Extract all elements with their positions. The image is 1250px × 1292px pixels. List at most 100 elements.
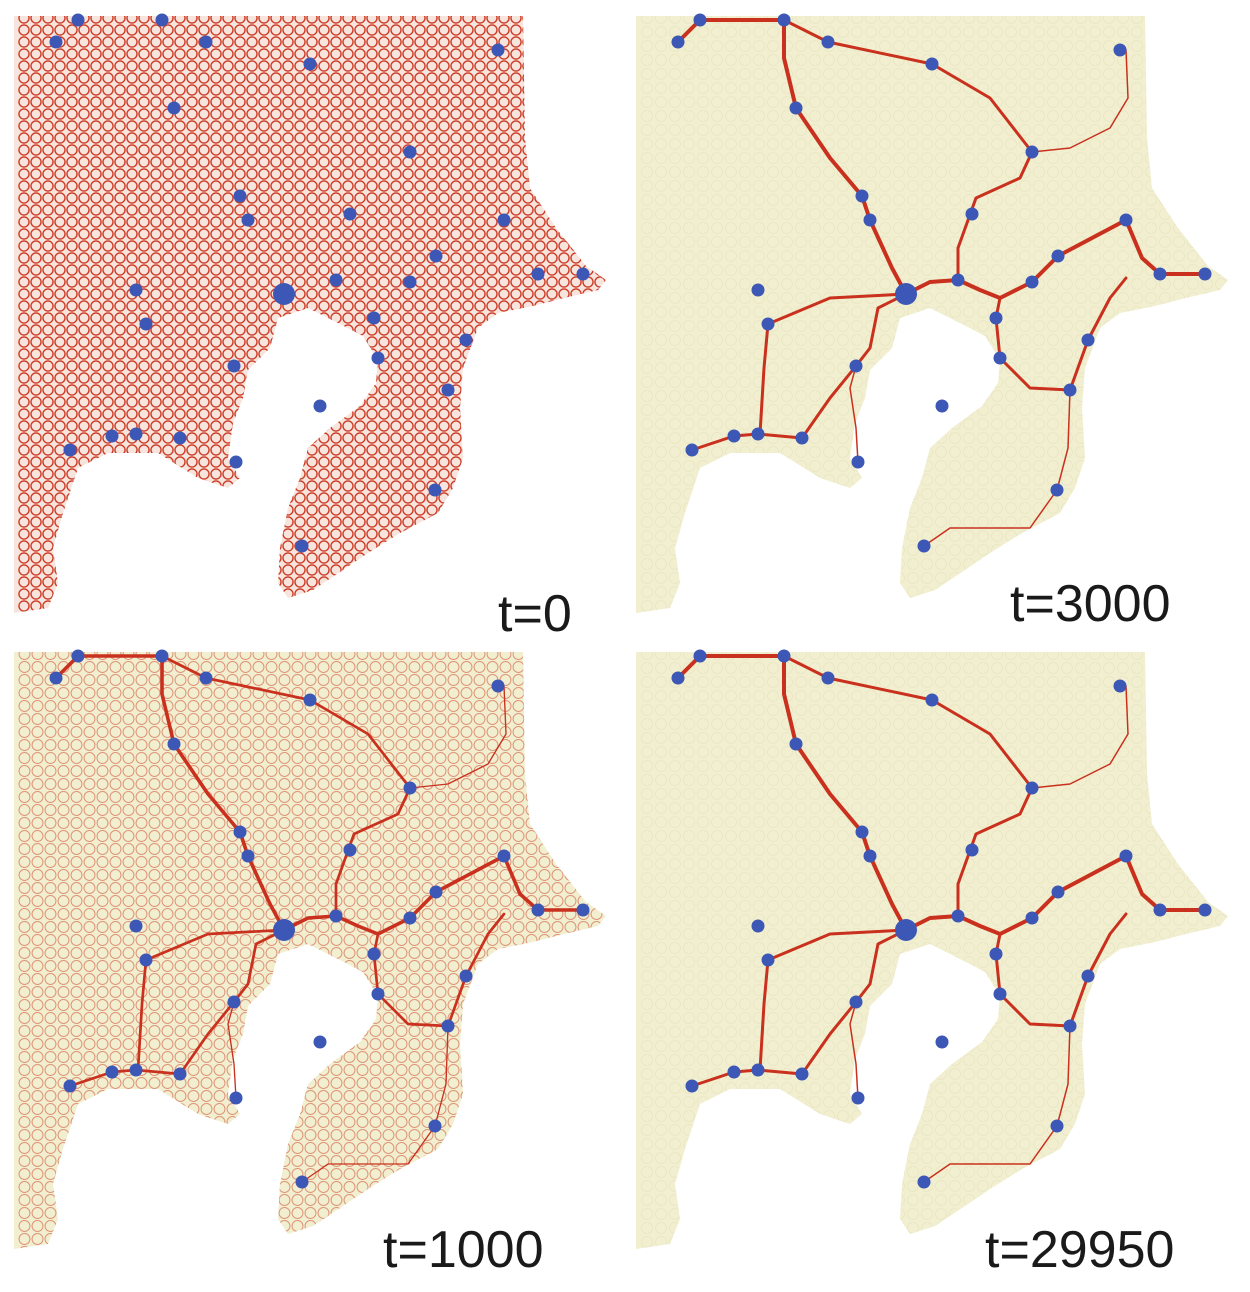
- time-label-t29950: t=29950: [985, 1221, 1175, 1279]
- map-t1000: [14, 649, 606, 1249]
- food-source-node: [965, 843, 979, 857]
- food-source-node: [863, 213, 877, 227]
- tube-5: [690, 292, 908, 452]
- food-source-node: [925, 693, 939, 707]
- food-source-node: [751, 427, 765, 441]
- food-source-node: [173, 1067, 187, 1081]
- food-source-node: [1050, 1119, 1064, 1133]
- map-t29950: [636, 649, 1228, 1249]
- food-source-node: [49, 35, 63, 49]
- food-source-node: [303, 693, 317, 707]
- food-source-node: [761, 317, 775, 331]
- food-source-node: [129, 283, 143, 297]
- food-source-node: [441, 383, 455, 397]
- food-source-node: [789, 737, 803, 751]
- food-source-node: [1025, 145, 1039, 159]
- food-source-node: [1051, 885, 1065, 899]
- food-source-node: [1198, 903, 1212, 917]
- food-source-node: [429, 249, 443, 263]
- food-source-node: [576, 903, 590, 917]
- food-source-node: [951, 909, 965, 923]
- food-source-node: [459, 969, 473, 983]
- food-sources: [49, 13, 590, 553]
- food-source-node: [935, 399, 949, 413]
- food-source-node: [199, 35, 213, 49]
- tube-8: [409, 685, 507, 789]
- food-source-node: [155, 13, 169, 27]
- food-source-node: [199, 671, 213, 685]
- food-source-node: [777, 13, 791, 27]
- tube-9: [849, 1001, 859, 1099]
- food-source-node: [71, 13, 85, 27]
- center-food-source: [895, 919, 917, 941]
- food-source-node: [497, 213, 511, 227]
- food-source-node: [229, 455, 243, 469]
- food-source-node: [576, 267, 590, 281]
- food-source-node: [459, 333, 473, 347]
- food-source-node: [295, 539, 309, 553]
- food-source-node: [1119, 213, 1133, 227]
- food-source-node: [71, 649, 85, 663]
- food-source-node: [849, 359, 863, 373]
- food-source-node: [1113, 43, 1127, 57]
- food-source-node: [1119, 849, 1133, 863]
- food-source-node: [129, 427, 143, 441]
- food-source-node: [965, 207, 979, 221]
- food-source-node: [851, 455, 865, 469]
- food-source-node: [403, 275, 417, 289]
- tube-9: [849, 365, 859, 463]
- food-source-node: [795, 431, 809, 445]
- tube-5: [690, 928, 908, 1088]
- food-source-node: [343, 843, 357, 857]
- food-source-node: [403, 781, 417, 795]
- tube-7: [923, 389, 1071, 547]
- time-label-t1000: t=1000: [383, 1221, 544, 1279]
- land-area: [14, 652, 606, 1249]
- food-source-node: [693, 13, 707, 27]
- food-source-node: [367, 311, 381, 325]
- food-source-node: [951, 273, 965, 287]
- time-label-t3000: t=3000: [1010, 575, 1171, 633]
- food-source-node: [751, 283, 765, 297]
- center-food-source: [273, 919, 295, 941]
- food-source-node: [63, 1079, 77, 1093]
- food-source-node: [685, 443, 699, 457]
- food-source-node: [233, 825, 247, 839]
- food-source-node: [1081, 969, 1095, 983]
- food-source-node: [1025, 275, 1039, 289]
- food-source-node: [531, 267, 545, 281]
- tube-7: [301, 1025, 449, 1183]
- food-source-node: [295, 1175, 309, 1189]
- food-source-node: [671, 35, 685, 49]
- food-source-node: [129, 1063, 143, 1077]
- food-source-node: [371, 987, 385, 1001]
- food-source-node: [167, 737, 181, 751]
- food-source-node: [855, 189, 869, 203]
- tube-0: [676, 18, 908, 296]
- food-source-node: [1153, 267, 1167, 281]
- tube-4: [446, 912, 506, 1028]
- food-source-node: [989, 947, 1003, 961]
- food-source-node: [129, 919, 143, 933]
- food-source-node: [491, 679, 505, 693]
- food-source-node: [1025, 911, 1039, 925]
- food-source-node: [917, 1175, 931, 1189]
- food-source-node: [751, 1063, 765, 1077]
- food-source-node: [1051, 249, 1065, 263]
- food-source-node: [371, 351, 385, 365]
- map-t3000: [636, 13, 1228, 613]
- food-source-node: [727, 1065, 741, 1079]
- food-source-node: [821, 671, 835, 685]
- food-source-node: [989, 311, 1003, 325]
- tube-8: [1031, 49, 1129, 153]
- tube-8: [1031, 685, 1129, 789]
- food-source-node: [303, 57, 317, 71]
- land-area: [14, 16, 606, 613]
- food-source-node: [139, 317, 153, 331]
- tube-5: [68, 928, 286, 1088]
- panel-t0: t=0: [8, 8, 620, 644]
- food-source-node: [751, 919, 765, 933]
- food-source-node: [671, 671, 685, 685]
- food-source-node: [1025, 781, 1039, 795]
- land-area: [636, 652, 1228, 1249]
